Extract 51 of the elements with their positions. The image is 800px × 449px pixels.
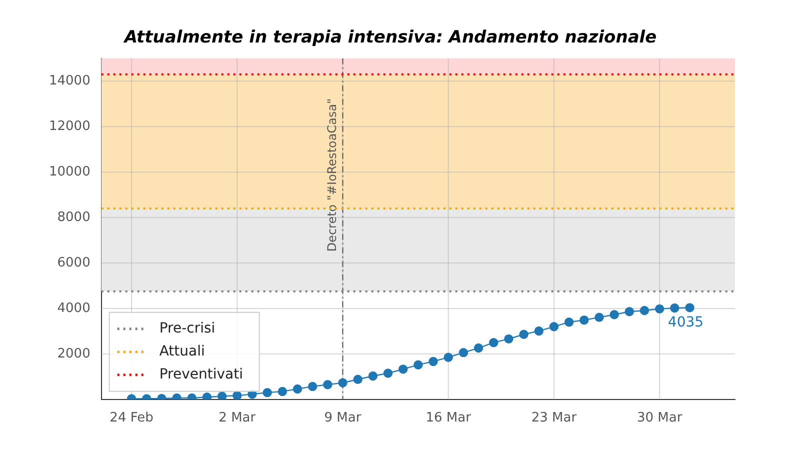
y-tick-label: 8000 bbox=[57, 210, 90, 225]
point bbox=[323, 380, 332, 390]
point bbox=[278, 386, 287, 396]
x-tick-label: 23 Mar bbox=[531, 410, 578, 426]
x-tick-label: 9 Mar bbox=[324, 410, 362, 426]
point bbox=[398, 364, 408, 374]
point bbox=[504, 334, 514, 344]
x-tick-label: 16 Mar bbox=[426, 410, 472, 426]
point bbox=[428, 356, 438, 366]
point bbox=[654, 304, 664, 314]
x-tick-label: 24 Feb bbox=[110, 410, 154, 426]
x-tick-label: 30 Mar bbox=[636, 410, 683, 426]
point bbox=[217, 392, 227, 400]
point bbox=[610, 310, 619, 320]
point bbox=[262, 388, 272, 398]
point bbox=[670, 303, 680, 313]
legend-label: Preventivati bbox=[159, 366, 244, 383]
point bbox=[414, 360, 423, 370]
x-tick-label: 2 Mar bbox=[218, 410, 256, 426]
point bbox=[580, 315, 589, 325]
y-tick-label: 10000 bbox=[48, 164, 90, 180]
legend-label: Attuali bbox=[159, 344, 205, 360]
point bbox=[624, 307, 634, 316]
annotation: 4035 bbox=[668, 314, 704, 330]
point bbox=[519, 330, 528, 339]
legend-label: Pre-crisi bbox=[159, 320, 216, 337]
y-tick-label: 12000 bbox=[48, 118, 90, 134]
point bbox=[474, 343, 484, 353]
point bbox=[549, 322, 559, 332]
point bbox=[292, 384, 302, 394]
point bbox=[534, 326, 544, 336]
y-tick-label: 14000 bbox=[48, 74, 90, 89]
y-tick-label: 6000 bbox=[57, 255, 90, 270]
ref-line-label: Decreto "#IoRestoaCasa" bbox=[324, 98, 339, 252]
point bbox=[353, 374, 362, 384]
point bbox=[202, 392, 212, 400]
point bbox=[489, 338, 498, 348]
y-tick-label: 2000 bbox=[57, 346, 90, 362]
point bbox=[458, 348, 468, 358]
point bbox=[232, 390, 242, 400]
point bbox=[338, 378, 348, 388]
y-tick-label: 4000 bbox=[57, 300, 90, 316]
point bbox=[383, 368, 393, 378]
point bbox=[564, 318, 574, 327]
point bbox=[308, 382, 318, 392]
point bbox=[444, 352, 453, 362]
point bbox=[685, 303, 694, 312]
point bbox=[368, 371, 378, 381]
point bbox=[640, 306, 650, 316]
chart-title: Attualmente in terapia intensiva: Andamento nazionale bbox=[122, 28, 657, 48]
point bbox=[594, 312, 604, 322]
